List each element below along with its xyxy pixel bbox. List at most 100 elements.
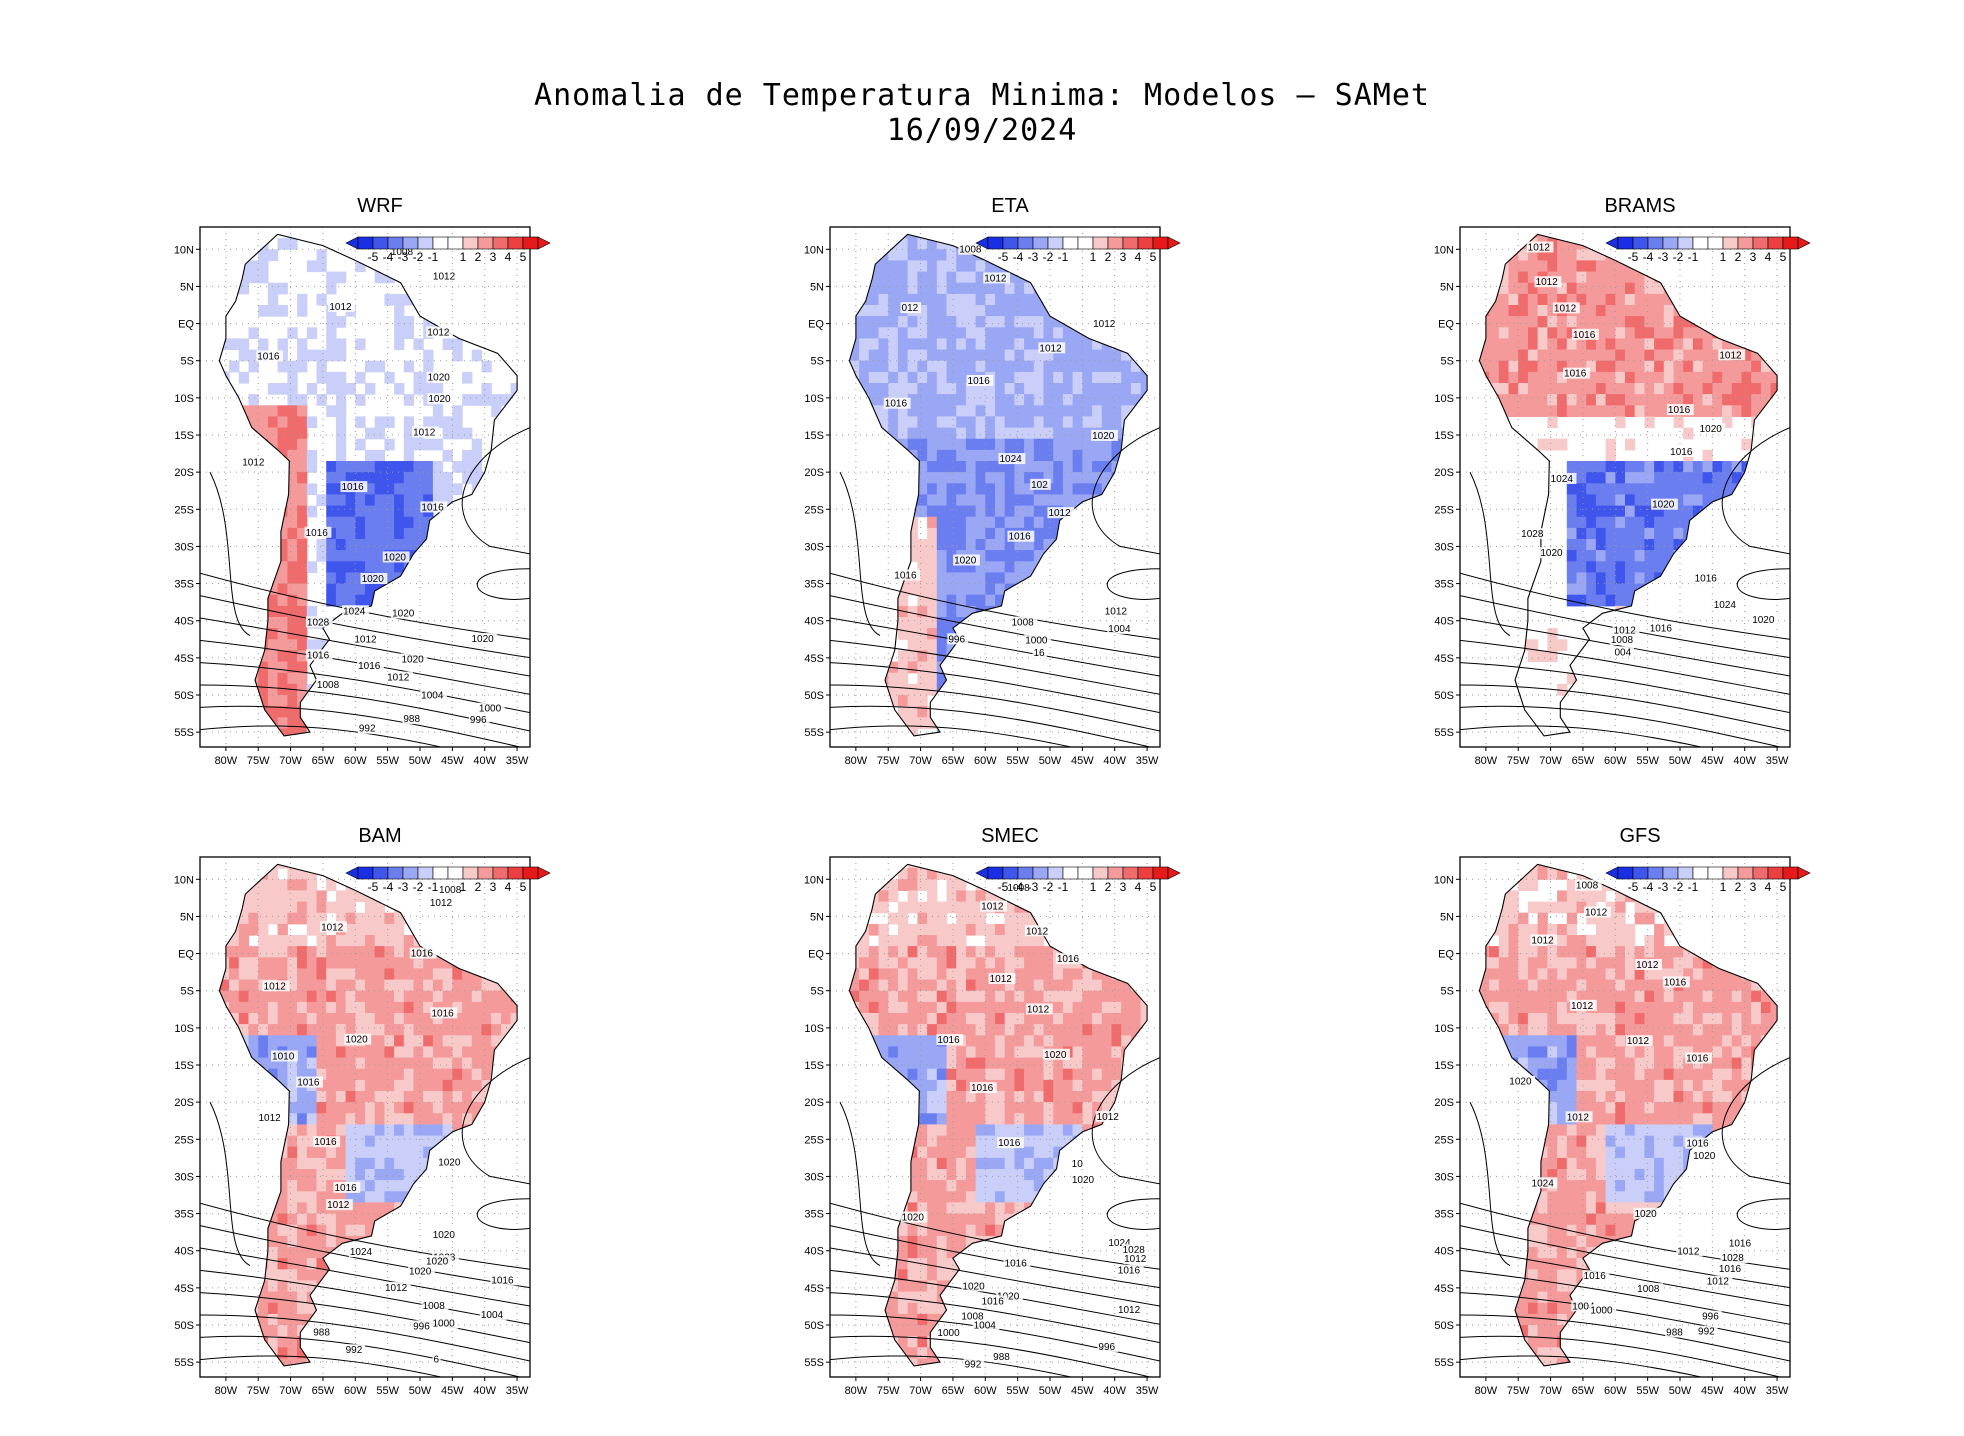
anomaly-cell [238, 868, 250, 880]
anomaly-cell [219, 864, 230, 869]
anomaly-cell [229, 695, 240, 707]
anomaly-cell [878, 572, 889, 585]
anomaly-cell [859, 449, 870, 462]
anomaly-cell [258, 572, 269, 585]
anomaly-cell [287, 527, 298, 540]
anomaly-cell [830, 249, 840, 261]
anomaly-cell [345, 472, 356, 484]
anomaly-cell [481, 305, 492, 317]
anomaly-cell [907, 628, 918, 640]
anomaly-cell [1663, 282, 1675, 295]
anomaly-cell [452, 1091, 463, 1103]
anomaly-cell [248, 539, 259, 551]
anomaly-cell [1150, 361, 1160, 373]
anomaly-cell [374, 1224, 385, 1237]
anomaly-cell [1518, 360, 1529, 373]
anomaly-cell [907, 483, 918, 495]
anomaly-cell [287, 946, 298, 958]
anomaly-cell [1741, 472, 1752, 484]
contour-label-bg [1091, 429, 1118, 441]
colorbar-label: -3 [1028, 250, 1039, 264]
colorbar-label: -5 [368, 250, 379, 264]
anomaly-cell [946, 461, 957, 473]
anomaly-cell [471, 935, 483, 947]
anomaly-cell [229, 438, 240, 451]
anomaly-cell [927, 327, 938, 339]
anomaly-cell [1702, 405, 1713, 417]
contour-label-bg [315, 678, 343, 690]
anomaly-cell [1547, 360, 1558, 373]
anomaly-cell [297, 605, 308, 618]
anomaly-cell [1024, 472, 1035, 484]
anomaly-cell [452, 483, 463, 495]
anomaly-cell [510, 1079, 518, 1092]
anomaly-cell [1595, 316, 1607, 328]
anomaly-cell [316, 394, 327, 406]
anomaly-cell [403, 438, 415, 451]
anomaly-cell [1751, 461, 1762, 473]
anomaly-cell [258, 494, 269, 507]
anomaly-cell [1576, 516, 1587, 529]
anomaly-cell [316, 360, 327, 373]
anomaly-cell [907, 650, 918, 663]
anomaly-cell [1663, 483, 1675, 495]
anomaly-cell [946, 472, 957, 484]
anomaly-cell [500, 1013, 512, 1025]
anomaly-cell [471, 1235, 483, 1248]
anomaly-cell [859, 349, 870, 362]
anomaly-cell [830, 238, 840, 250]
anomaly-cell [1150, 584, 1160, 596]
anomaly-cell [1024, 740, 1034, 752]
anomaly-cell [1082, 449, 1093, 462]
anomaly-cell [219, 583, 220, 596]
colorbar-swatch [1707, 236, 1724, 250]
anomaly-cell [355, 946, 366, 958]
anomaly-cell [1111, 416, 1122, 429]
contour-label: 1012 [1039, 343, 1062, 354]
anomaly-cell [481, 1001, 492, 1014]
anomaly-cell [1130, 327, 1142, 339]
anomaly-cell [306, 1013, 318, 1025]
anomaly-cell [936, 349, 948, 362]
anomaly-cell [1683, 461, 1694, 473]
anomaly-cell [355, 539, 366, 551]
anomaly-cell [878, 505, 889, 518]
anomaly-cell [238, 1091, 250, 1103]
anomaly-cell [1101, 539, 1113, 551]
anomaly-cell [1547, 394, 1558, 406]
anomaly-cell [1014, 550, 1025, 562]
anomaly-cell [297, 617, 308, 629]
anomaly-cell [1062, 327, 1074, 339]
anomaly-cell [1683, 594, 1694, 607]
anomaly-cell [1547, 249, 1558, 261]
anomaly-cell [897, 527, 909, 540]
anomaly-cell [219, 527, 230, 540]
anomaly-cell [1101, 383, 1113, 395]
anomaly-cell [868, 271, 880, 284]
anomaly-cell [849, 293, 860, 306]
anomaly-cell [452, 461, 463, 473]
anomaly-cell [1712, 550, 1723, 562]
anomaly-cell [219, 706, 230, 718]
anomaly-cell [1644, 282, 1655, 295]
anomaly-cell [287, 879, 298, 891]
anomaly-cell [868, 360, 880, 373]
anomaly-cell [287, 1024, 298, 1036]
anomaly-cell [277, 946, 288, 958]
colorbar-label: 5 [1780, 250, 1787, 264]
anomaly-cell [1566, 539, 1578, 551]
anomaly-cell [442, 483, 453, 495]
anomaly-cell [849, 427, 850, 440]
anomaly-cell [229, 1113, 240, 1125]
anomaly-cell [384, 561, 395, 573]
contour-label-bg [1549, 472, 1577, 484]
anomaly-cell [1741, 483, 1752, 495]
anomaly-cell [355, 516, 366, 529]
anomaly-cell [520, 606, 530, 618]
anomaly-cell [355, 957, 366, 969]
anomaly-cell [326, 338, 337, 351]
anomaly-cell [907, 271, 918, 284]
anomaly-cell [326, 316, 337, 328]
anomaly-cell [849, 349, 860, 362]
contour-label-bg [966, 374, 994, 386]
